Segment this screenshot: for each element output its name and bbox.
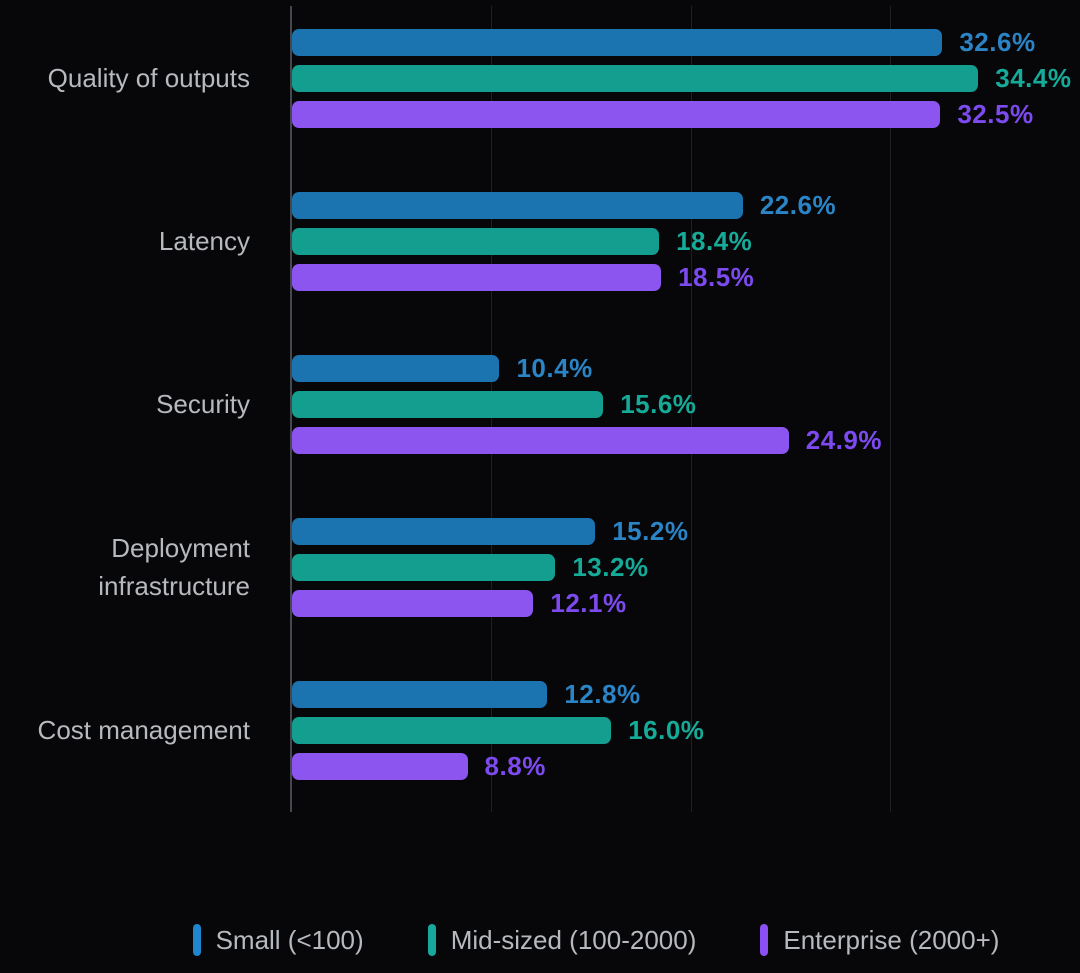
bar-chart: Quality of outputs 32.6% 34.4% 32.5% Lat… [0,6,1080,812]
bar-row: 22.6% [292,187,1080,223]
legend-item-enterprise[interactable]: Enterprise (2000+) [760,924,999,956]
bar-row: 12.1% [292,585,1080,621]
value-label: 32.6% [959,26,1036,57]
bar-row: 8.8% [292,748,1080,784]
bar-cluster: 12.8% 16.0% 8.8% [292,676,1080,784]
bar-enterprise[interactable] [292,589,534,617]
bar-row: 18.5% [292,259,1080,295]
legend-label: Small (<100) [215,924,364,955]
legend-marker-enterprise [760,924,769,956]
bar-enterprise[interactable] [292,263,662,291]
bar-cluster: 32.6% 34.4% 32.5% [292,24,1080,132]
value-label: 15.6% [620,388,697,419]
bar-small[interactable] [292,354,500,382]
bar-row: 13.2% [292,549,1080,585]
bar-row: 15.2% [292,513,1080,549]
bar-enterprise[interactable] [292,100,941,128]
category-group-quality-of-outputs: Quality of outputs 32.6% 34.4% 32.5% [0,24,1080,132]
bar-row: 34.4% [292,60,1080,96]
bar-mid-sized[interactable] [292,716,612,744]
category-group-cost-management: Cost management 12.8% 16.0% 8.8% [0,676,1080,784]
bar-row: 32.6% [292,24,1080,60]
value-label: 22.6% [759,189,837,220]
bar-row: 18.4% [292,223,1080,259]
bar-row: 16.0% [292,712,1080,748]
value-label: 8.8% [484,750,546,781]
value-label: 16.0% [628,714,705,745]
category-label: Deployment infrastructure [98,533,250,601]
bar-small[interactable] [292,680,548,708]
value-label: 15.2% [612,515,689,546]
legend: Small (<100) Mid-sized (100-2000) Enterp… [0,924,1080,956]
bar-cluster: 15.2% 13.2% 12.1% [292,513,1080,621]
bar-enterprise[interactable] [292,426,789,454]
bar-cluster: 22.6% 18.4% 18.5% [292,187,1080,295]
value-label: 13.2% [572,551,649,582]
value-label: 32.5% [957,98,1034,129]
gridline-30pct [890,6,892,812]
bar-small[interactable] [292,191,743,219]
category-label: Security [156,389,250,419]
legend-item-mid-sized[interactable]: Mid-sized (100-2000) [427,924,697,956]
value-label: 12.8% [564,678,641,709]
category-group-deployment-infrastructure: Deployment infrastructure 15.2% 13.2% 12… [0,513,1080,621]
value-label: 18.4% [676,225,753,256]
category-group-security: Security 10.4% 15.6% 24.9% [0,350,1080,458]
legend-label: Mid-sized (100-2000) [450,924,697,955]
category-label: Latency [158,226,250,256]
bar-mid-sized[interactable] [292,390,604,418]
bar-row: 32.5% [292,96,1080,132]
value-label: 12.1% [550,587,627,618]
bar-small[interactable] [292,517,596,545]
legend-label: Enterprise (2000+) [783,924,1000,955]
value-label: 10.4% [516,352,593,383]
bar-small[interactable] [292,28,943,56]
bar-cluster: 10.4% 15.6% 24.9% [292,350,1080,458]
bar-enterprise[interactable] [292,752,468,780]
category-label: Cost management [37,715,250,745]
legend-marker-small [192,924,201,956]
bar-row: 10.4% [292,350,1080,386]
bar-mid-sized[interactable] [292,64,979,92]
gridline-20pct [690,6,692,812]
category-group-latency: Latency 22.6% 18.4% 18.5% [0,187,1080,295]
bar-row: 24.9% [292,422,1080,458]
legend-marker-mid-sized [427,924,436,956]
category-label: Quality of outputs [47,63,250,93]
legend-item-small[interactable]: Small (<100) [192,924,364,956]
bar-row: 12.8% [292,676,1080,712]
bar-row: 15.6% [292,386,1080,422]
bar-mid-sized[interactable] [292,227,660,255]
value-label: 24.9% [805,424,882,455]
value-label: 34.4% [995,62,1072,93]
value-label: 18.5% [678,261,755,292]
bar-mid-sized[interactable] [292,553,556,581]
